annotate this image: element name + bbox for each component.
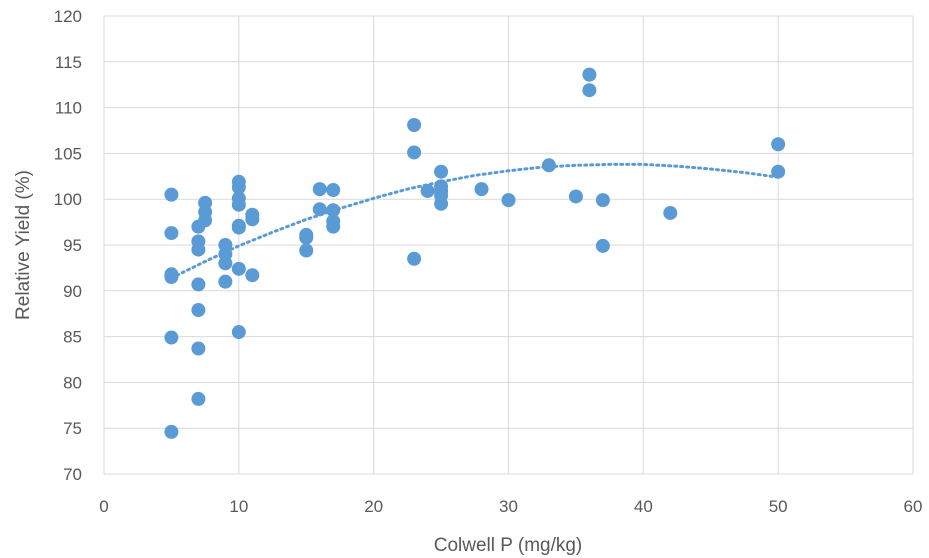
scatter-point: [312, 182, 327, 197]
scatter-point: [299, 243, 314, 258]
y-tick-label: 105: [54, 144, 82, 163]
y-tick-label: 80: [63, 373, 82, 392]
x-tick-label: 0: [99, 497, 108, 516]
scatter-point: [231, 180, 246, 195]
scatter-point: [164, 187, 179, 202]
y-tick-label: 115: [55, 53, 82, 72]
x-tick-labels: 0 10 20 30 40 50 60: [99, 497, 922, 516]
scatter-point: [231, 261, 246, 276]
scatter-point: [245, 268, 260, 283]
scatter-point: [164, 226, 179, 241]
y-tick-labels: 70 75 80 85 90 95 100 105 110 115 120: [54, 7, 82, 484]
y-tick-label: 85: [63, 328, 82, 347]
y-tick-label: 70: [63, 465, 82, 484]
scatter-point: [164, 330, 179, 345]
scatter-point: [568, 189, 583, 204]
scatter-point: [299, 230, 314, 245]
trendline: [169, 162, 780, 280]
scatter-point: [218, 256, 233, 271]
scatter-point: [541, 158, 556, 173]
x-tick-label: 20: [364, 497, 383, 516]
data-points: [164, 67, 786, 439]
scatter-point: [501, 193, 516, 208]
x-tick-label: 10: [229, 497, 248, 516]
scatter-point: [191, 242, 206, 257]
x-tick-label: 30: [499, 497, 518, 516]
y-tick-label: 120: [54, 7, 82, 26]
x-tick-label: 50: [769, 497, 788, 516]
scatter-point: [218, 274, 233, 289]
scatter-point: [407, 145, 422, 160]
scatter-point: [582, 83, 597, 98]
scatter-point: [326, 219, 341, 234]
scatter-point: [434, 196, 449, 211]
y-tick-label: 75: [63, 419, 82, 438]
scatter-point: [595, 238, 610, 253]
scatter-point: [407, 251, 422, 266]
scatter-point: [164, 270, 179, 285]
scatter-point: [420, 183, 435, 198]
scatter-point: [245, 212, 260, 227]
y-tick-label: 90: [63, 282, 82, 301]
scatter-point: [312, 202, 327, 217]
scatter-point: [407, 118, 422, 133]
y-axis-title: Relative Yield (%): [13, 170, 34, 320]
scatter-point: [198, 213, 213, 228]
x-tick-label: 40: [634, 497, 653, 516]
scatter-point: [434, 164, 449, 179]
scatter-point: [231, 220, 246, 235]
y-tick-label: 95: [63, 236, 82, 255]
scatter-point: [191, 391, 206, 406]
scatter-point: [191, 303, 206, 318]
scatter-point: [191, 341, 206, 356]
scatter-point: [663, 205, 678, 220]
y-tick-label: 110: [55, 99, 82, 118]
scatter-point: [326, 183, 341, 198]
trendline-group: [169, 162, 780, 280]
scatter-point: [595, 193, 610, 208]
scatter-point: [582, 67, 597, 82]
scatter-point: [474, 182, 489, 197]
scatter-point: [771, 164, 786, 179]
scatter-point: [771, 137, 786, 152]
scatter-point: [326, 203, 341, 218]
scatter-point: [231, 197, 246, 212]
y-tick-label: 100: [54, 190, 82, 209]
x-axis-title: Colwell P (mg/kg): [434, 535, 583, 556]
x-tick-label: 60: [904, 497, 923, 516]
scatter-point: [231, 325, 246, 340]
scatter-point: [164, 424, 179, 439]
scatter-point: [191, 277, 206, 292]
